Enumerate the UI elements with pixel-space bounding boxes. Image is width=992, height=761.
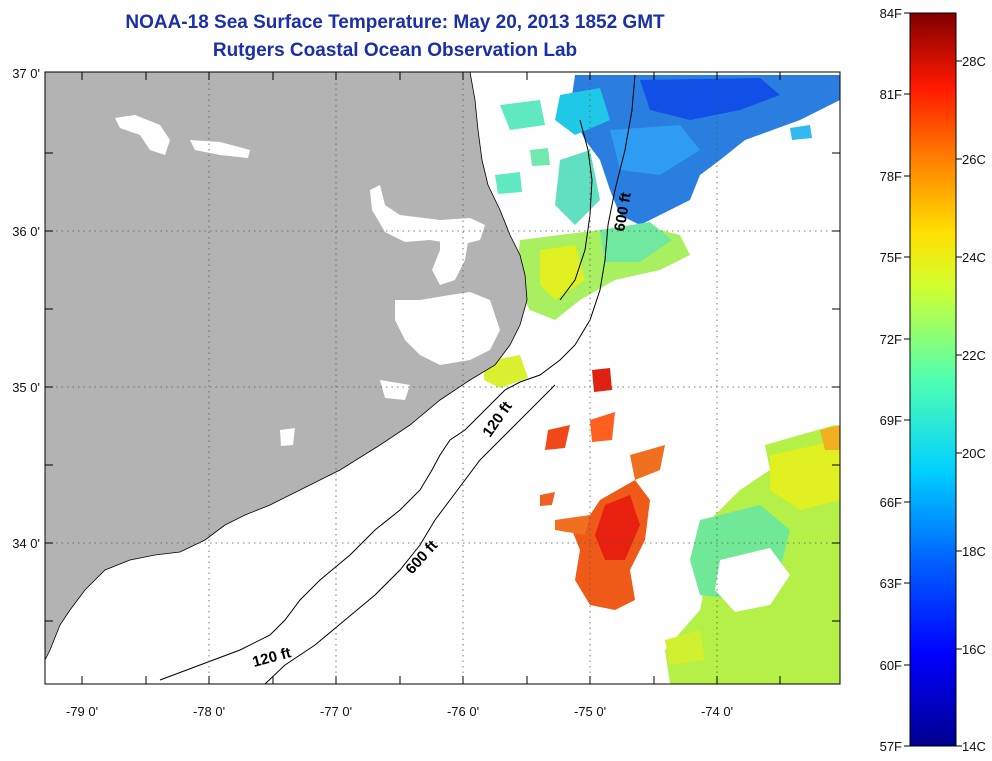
lat-label-34: 34 0'	[12, 536, 40, 551]
lat-label-35: 35 0'	[12, 380, 40, 395]
colorbar-f-72: 72F	[880, 332, 902, 347]
lon-label-77: -77 0'	[320, 704, 352, 719]
axis-ticks	[45, 72, 840, 684]
sst-red-gulfstream-filaments	[540, 368, 665, 610]
colorbar-f-57: 57F	[880, 739, 902, 754]
colorbar-f-66: 66F	[880, 495, 902, 510]
colorbar-c-24: 24C	[962, 250, 986, 265]
colorbar-f-63: 63F	[880, 576, 902, 591]
colorbar-f-84: 84F	[880, 6, 902, 21]
colorbar-f-60: 60F	[880, 658, 902, 673]
colorbar-c-14: 14C	[962, 739, 986, 754]
colorbar-f-81: 81F	[880, 87, 902, 102]
sst-blue-patch-north	[555, 75, 840, 225]
inland-water-bodies	[115, 115, 500, 446]
contour-600ft-south	[264, 384, 556, 684]
plot-border	[44, 71, 841, 685]
colorbar-c-22: 22C	[962, 348, 986, 363]
colorbar-f-75: 75F	[880, 250, 902, 265]
map-subtitle: Rutgers Coastal Ocean Observation Lab	[212, 40, 578, 61]
colorbar-c-20: 20C	[962, 446, 986, 461]
contour-120ft-shelf	[159, 389, 506, 681]
lat-label-36: 36 0'	[12, 224, 40, 239]
colorbar-f-78: 78F	[880, 169, 902, 184]
lat-lon-grid	[45, 72, 840, 684]
sst-green-patch-southeast	[665, 425, 840, 684]
lon-label-74: -74 0'	[701, 704, 733, 719]
map-title: NOAA-18 Sea Surface Temperature: May 20,…	[125, 12, 665, 33]
contour-label-600ft-north: 600 ft	[611, 191, 635, 233]
lon-label-79: -79 0'	[66, 704, 98, 719]
colorbar-c-28: 28C	[962, 54, 986, 69]
colorbar-f-69: 69F	[880, 413, 902, 428]
lat-label-37: 37 0'	[12, 66, 40, 81]
colorbar-ticks	[904, 12, 962, 747]
lon-label-76: -76 0'	[447, 704, 479, 719]
colorbar-c-16: 16C	[962, 642, 986, 657]
lon-label-75: -75 0'	[574, 704, 606, 719]
colorbar	[909, 12, 957, 747]
lon-label-78: -78 0'	[193, 704, 225, 719]
colorbar-c-18: 18C	[962, 544, 986, 559]
colorbar-c-26: 26C	[962, 152, 986, 167]
contour-600ft-north	[504, 74, 636, 391]
